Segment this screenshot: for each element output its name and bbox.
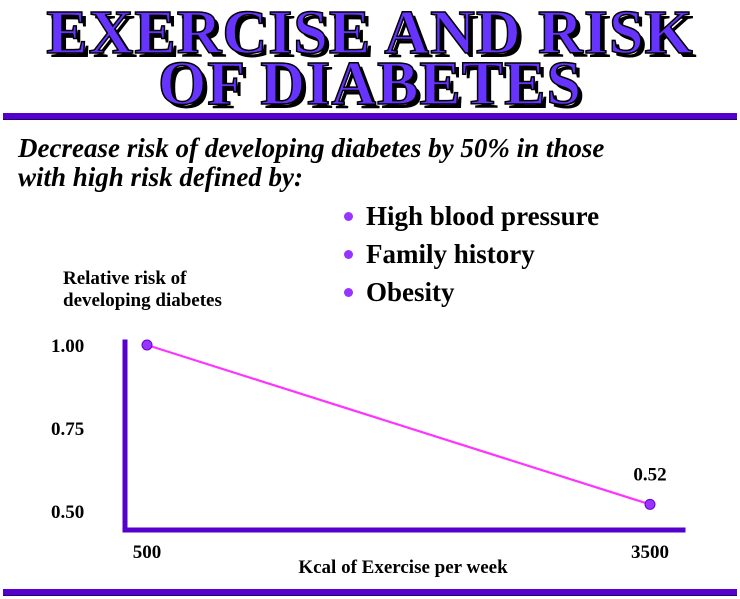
y-axis-label-line-1: Relative risk of xyxy=(63,268,187,289)
risk-factor-list: High blood pressure Family history Obesi… xyxy=(344,197,599,311)
bullet-dot-icon xyxy=(344,211,353,221)
series-line xyxy=(146,343,651,506)
bullet-text: High blood pressure xyxy=(366,200,600,231)
y-axis-label-line-2: developing diabetes xyxy=(63,290,222,311)
list-item: Family history xyxy=(344,235,599,273)
title-line-1: EXERCISE AND RISK xyxy=(45,0,694,67)
title-line-2: OF DIABETES xyxy=(157,50,582,118)
data-label: 0.52 xyxy=(633,464,666,485)
list-item: Obesity xyxy=(344,273,599,311)
bullet-dot-icon xyxy=(344,249,353,259)
bottom-divider xyxy=(3,589,737,596)
data-point xyxy=(644,498,656,510)
subtitle-line-1: Decrease risk of developing diabetes by … xyxy=(18,133,605,163)
y-axis-label: Relative risk of developing diabetes xyxy=(63,268,222,312)
y-tick-label: 1.00 xyxy=(51,336,84,357)
x-axis-label: Kcal of Exercise per week xyxy=(298,557,508,578)
x-tick-label: 3500 xyxy=(631,542,669,563)
data-point xyxy=(141,339,153,351)
y-tick-label: 0.75 xyxy=(51,419,84,440)
y-tick-label: 0.50 xyxy=(51,502,84,523)
subtitle: Decrease risk of developing diabetes by … xyxy=(18,134,718,192)
bullet-dot-icon xyxy=(344,287,353,297)
subtitle-line-2: with high risk defined by: xyxy=(18,162,304,192)
data-series xyxy=(141,339,656,510)
top-divider xyxy=(3,113,737,120)
risk-chart: 1.00 0.75 0.50 500 3500 Kcal of Exercise… xyxy=(51,336,686,578)
bullet-text: Obesity xyxy=(366,276,455,307)
x-tick-labels: 500 3500 xyxy=(133,542,669,563)
bullet-text: Family history xyxy=(366,238,535,269)
y-tick-labels: 1.00 0.75 0.50 xyxy=(51,336,84,523)
list-item: High blood pressure xyxy=(344,197,599,235)
x-tick-label: 500 xyxy=(133,542,162,563)
